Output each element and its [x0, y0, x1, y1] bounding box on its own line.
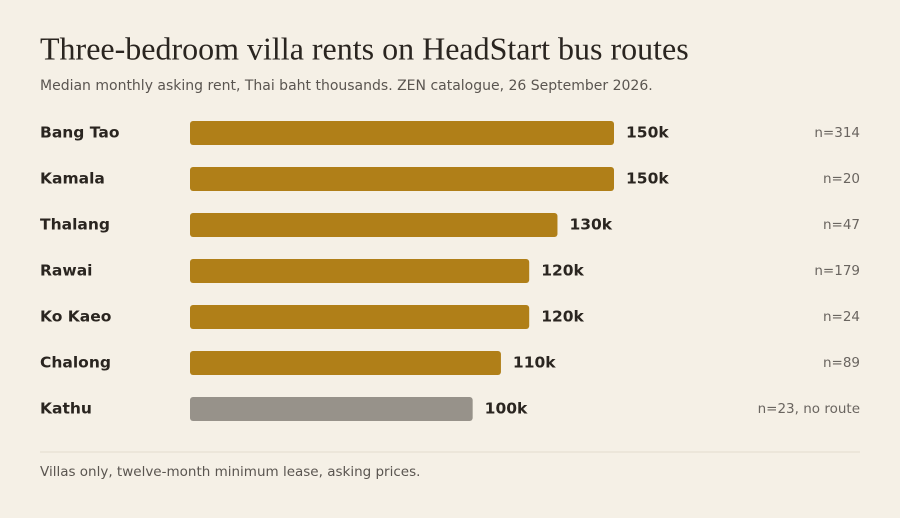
- footnote: Villas only, twelve-month minimum lease,…: [40, 464, 420, 480]
- category-label: Kamala: [40, 170, 105, 188]
- bar: [190, 351, 501, 375]
- value-label: 120k: [541, 308, 584, 326]
- bar: [190, 305, 530, 329]
- category-label: Chalong: [40, 354, 111, 372]
- annotation: n=179: [814, 263, 860, 279]
- bar: [190, 213, 558, 237]
- value-label: 110k: [513, 354, 556, 372]
- value-label: 130k: [569, 216, 612, 234]
- bar: [190, 397, 473, 421]
- bar: [190, 121, 614, 145]
- bar: [190, 259, 530, 283]
- annotation: n=89: [823, 355, 860, 371]
- category-label: Thalang: [40, 216, 110, 234]
- annotation: n=23, no route: [758, 401, 860, 417]
- annotation: n=47: [823, 217, 860, 233]
- bar: [190, 167, 614, 191]
- value-label: 100k: [485, 400, 528, 418]
- chart-title: Three-bedroom villa rents on HeadStart b…: [40, 30, 689, 66]
- category-label: Ko Kaeo: [40, 308, 111, 326]
- category-label: Bang Tao: [40, 124, 119, 142]
- value-label: 120k: [541, 262, 584, 280]
- value-label: 150k: [626, 170, 669, 188]
- chart-subtitle: Median monthly asking rent, Thai baht th…: [40, 78, 653, 94]
- annotation: n=314: [814, 125, 860, 141]
- category-label: Rawai: [40, 262, 93, 280]
- category-label: Kathu: [40, 400, 92, 418]
- annotation: n=24: [823, 309, 860, 325]
- value-label: 150k: [626, 124, 669, 142]
- annotation: n=20: [823, 171, 860, 187]
